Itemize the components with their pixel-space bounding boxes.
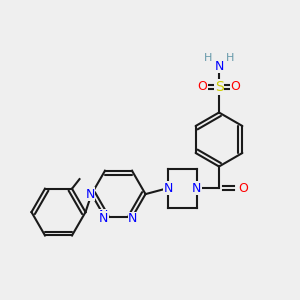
Text: H: H	[203, 52, 212, 63]
Text: N: N	[99, 212, 108, 225]
Text: N: N	[85, 188, 95, 201]
Text: S: S	[214, 80, 224, 94]
Text: O: O	[198, 80, 207, 94]
Text: N: N	[163, 182, 173, 195]
Text: N: N	[128, 212, 138, 226]
Text: N: N	[214, 59, 224, 73]
Text: N: N	[99, 209, 108, 223]
Text: O: O	[238, 182, 248, 195]
Text: H: H	[226, 52, 235, 63]
Text: O: O	[231, 80, 240, 94]
Text: N: N	[192, 182, 201, 195]
